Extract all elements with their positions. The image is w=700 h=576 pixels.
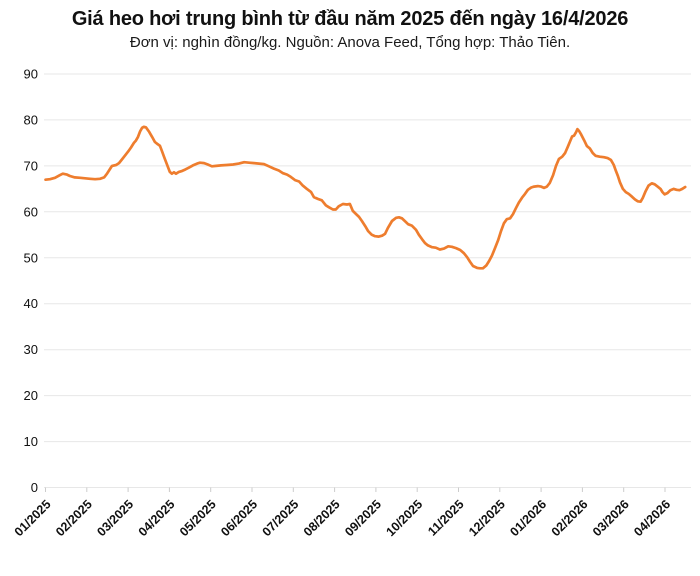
- x-axis-tick-label: 01/2026: [507, 497, 549, 539]
- x-axis-tick-label: 11/2025: [425, 497, 466, 538]
- x-axis-tick-label: 07/2025: [260, 497, 302, 539]
- x-axis-tick-label: 02/2025: [53, 497, 95, 539]
- x-axis-tick-label: 06/2025: [218, 497, 260, 539]
- x-axis-tick-label: 08/2025: [301, 497, 343, 539]
- y-axis-tick-label: 50: [24, 250, 38, 265]
- x-axis-tick-label: 02/2026: [549, 497, 591, 539]
- y-axis-tick-label: 70: [24, 158, 38, 173]
- x-axis-tick-label: 01/2025: [12, 497, 54, 539]
- y-axis-tick-label: 20: [24, 388, 38, 403]
- x-axis-tick-label: 04/2025: [136, 497, 178, 539]
- price-line-series: [44, 125, 687, 270]
- x-axis-tick-label: 04/2026: [631, 497, 673, 539]
- y-axis-tick-label: 30: [24, 342, 38, 357]
- x-axis-tick-label: 03/2026: [590, 497, 632, 539]
- x-axis-tick-label: 10/2025: [383, 497, 425, 539]
- x-axis-tick-label: 03/2025: [94, 497, 136, 539]
- x-axis-tick-label: 12/2025: [466, 497, 508, 539]
- x-axis-tick-label: 09/2025: [342, 497, 384, 539]
- y-axis-tick-label: 80: [24, 112, 38, 127]
- y-axis-tick-label: 10: [24, 434, 38, 449]
- line-chart: 90 80 70 60 50 40 30 20 10 0 01/2025 02/2025 03/2025…: [12, 67, 691, 539]
- y-axis-tick-label: 40: [24, 296, 38, 311]
- y-axis-tick-label: 0: [31, 480, 38, 495]
- x-axis-tick-label: 05/2025: [177, 497, 219, 539]
- chart-header: Giá heo hơi trung bình từ đầu năm 2025 đ…: [0, 0, 700, 53]
- y-axis-tick-label: 60: [24, 204, 38, 219]
- chart-title: Giá heo hơi trung bình từ đầu năm 2025 đ…: [71, 8, 629, 30]
- chart-subtitle: Đơn vị: nghìn đồng/kg. Nguồn: Anova Feed…: [129, 34, 571, 51]
- y-axis-tick-label: 90: [24, 67, 38, 82]
